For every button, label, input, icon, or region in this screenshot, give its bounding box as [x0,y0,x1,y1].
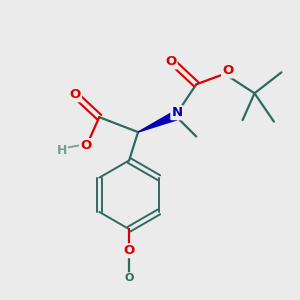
Polygon shape [138,112,177,132]
Text: O: O [124,273,134,283]
Text: O: O [124,244,135,257]
Text: O: O [70,88,81,101]
Text: O: O [165,56,176,68]
Text: H: H [57,143,67,157]
Text: O: O [80,139,92,152]
Text: N: N [171,106,182,119]
Text: O: O [222,64,233,77]
